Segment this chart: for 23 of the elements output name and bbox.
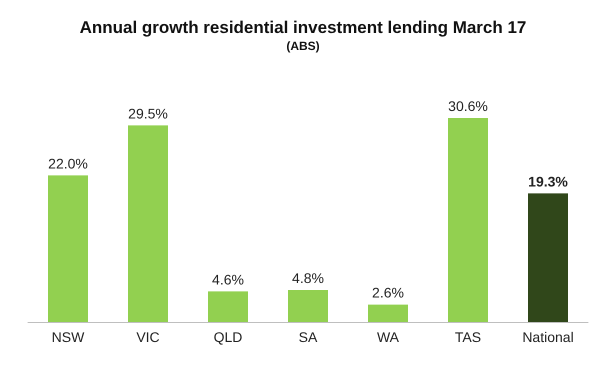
x-tick-label: VIC bbox=[136, 329, 160, 345]
x-tick-label: WA bbox=[376, 329, 400, 345]
bar bbox=[288, 290, 328, 322]
bar bbox=[208, 291, 248, 322]
data-label: 30.6% bbox=[448, 98, 488, 114]
bar bbox=[128, 125, 168, 322]
data-label: 29.5% bbox=[128, 105, 168, 122]
chart-title: Annual growth residential investment lending March 17 bbox=[80, 18, 526, 37]
data-label: 2.6% bbox=[372, 284, 404, 301]
data-label: 19.3% bbox=[528, 173, 568, 190]
data-label: 4.8% bbox=[292, 270, 324, 286]
chart-subtitle: (ABS) bbox=[286, 39, 320, 53]
bar bbox=[368, 304, 408, 322]
data-label: 4.6% bbox=[212, 271, 244, 288]
bar bbox=[528, 193, 568, 322]
x-tick-label: TAS bbox=[454, 329, 482, 345]
x-tick-label: National bbox=[522, 329, 574, 345]
x-tick-label: QLD bbox=[214, 329, 242, 345]
x-tick-label: SA bbox=[298, 329, 318, 345]
bar bbox=[48, 175, 88, 322]
bar bbox=[448, 118, 488, 322]
data-label: 22.0% bbox=[48, 155, 88, 172]
x-tick-label: NSW bbox=[52, 329, 86, 345]
